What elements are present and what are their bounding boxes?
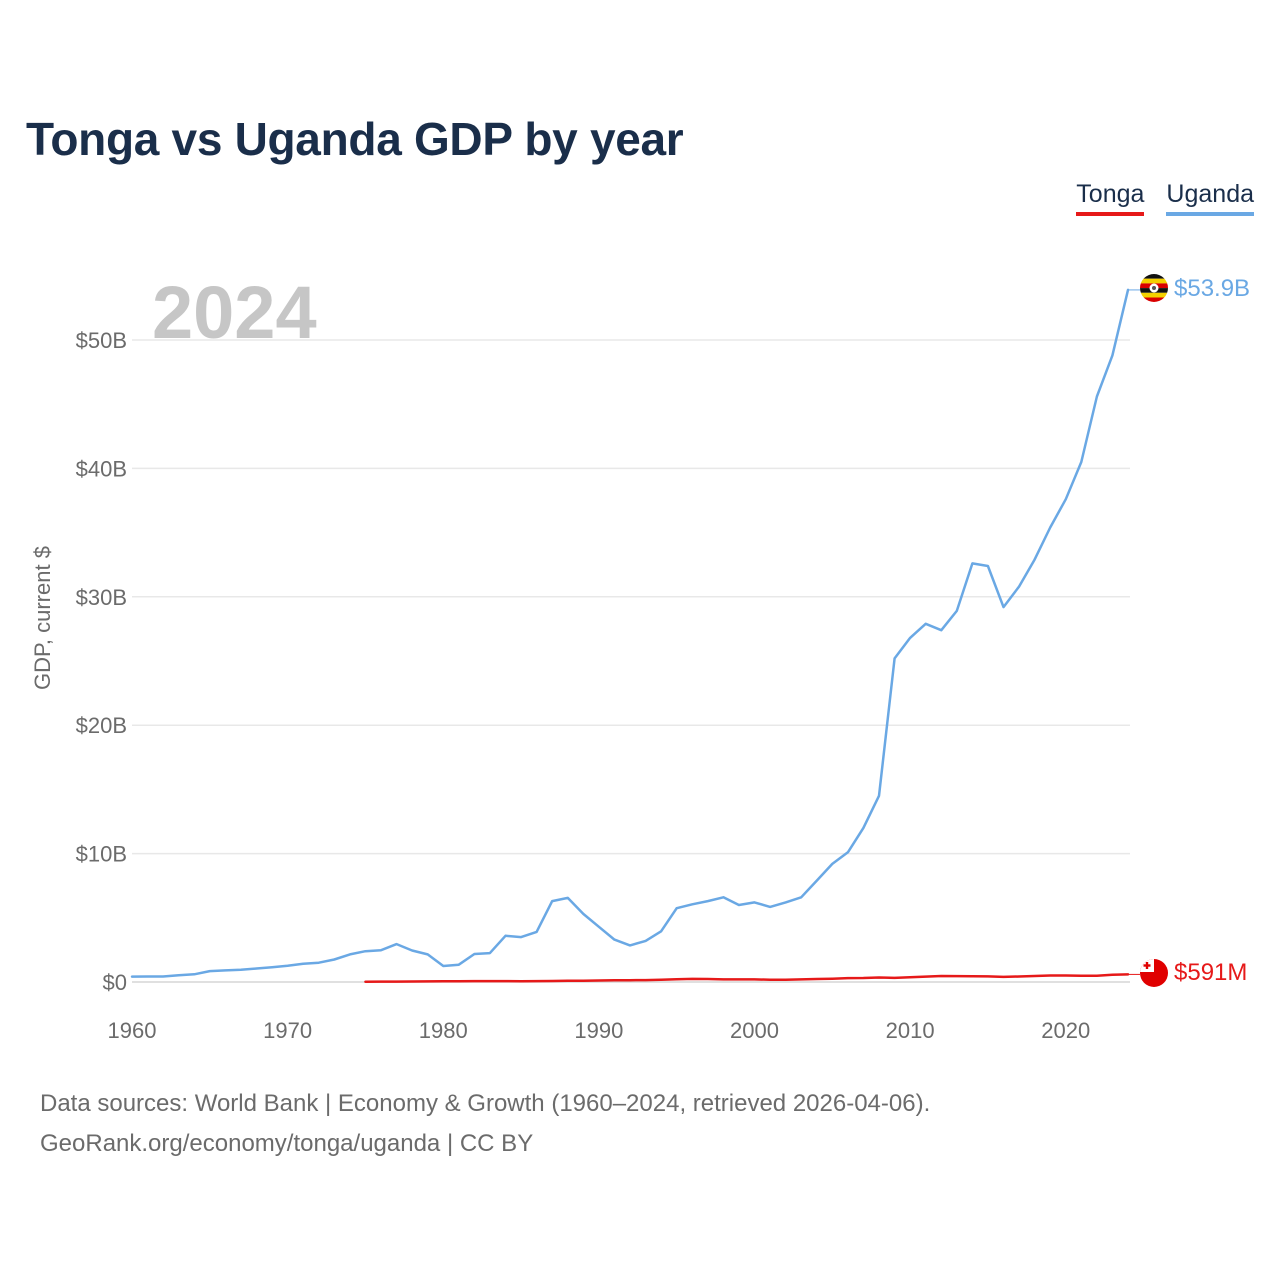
x-tick-label: 2010 (886, 1018, 935, 1043)
grid-lines (132, 339, 1130, 983)
gdp-line-chart: 2024 $0 $10B $20B $30B $40B $50B 1960 1970 1980… (30, 271, 1250, 1043)
year-watermark: 2024 (152, 271, 317, 354)
x-tick-label: 2000 (730, 1018, 779, 1043)
legend-item-tonga[interactable]: Tonga (1076, 180, 1145, 216)
y-tick-label: $0 (103, 970, 127, 995)
y-axis-label: GDP, current $ (30, 546, 55, 690)
x-tick-label: 1980 (419, 1018, 468, 1043)
y-tick-label: $10B (76, 842, 127, 867)
chart-title: Tonga vs Uganda GDP by year (26, 113, 684, 165)
tonga-end-value-label: $591M (1174, 959, 1247, 986)
legend-item-uganda[interactable]: Uganda (1166, 180, 1254, 216)
y-tick-label: $20B (76, 713, 127, 738)
y-tick-label: $40B (76, 456, 127, 481)
y-tick-label: $30B (76, 585, 127, 610)
y-tick-label: $50B (76, 328, 127, 353)
tonga-flag-icon (1140, 959, 1168, 987)
x-tick-label: 2020 (1041, 1018, 1090, 1043)
series-line-uganda[interactable] (130, 288, 1130, 978)
legend: Tonga Uganda (1076, 180, 1254, 216)
uganda-flag-icon (1140, 274, 1168, 302)
series-lines (130, 288, 1140, 983)
x-tick-label: 1990 (574, 1018, 623, 1043)
source-note: Data sources: World Bank | Economy & Gro… (40, 1084, 930, 1164)
source-line-1: Data sources: World Bank | Economy & Gro… (40, 1090, 931, 1117)
series-line-tonga[interactable] (364, 973, 1130, 983)
x-axis-ticks: 1960 1970 1980 1990 2000 2010 2020 (108, 1018, 1091, 1043)
source-line-2[interactable]: GeoRank.org/economy/tonga/uganda | CC BY (40, 1130, 534, 1157)
y-axis-ticks: $0 $10B $20B $30B $40B $50B (76, 328, 127, 995)
x-tick-label: 1960 (108, 1018, 157, 1043)
uganda-end-value-label: $53.9B (1174, 275, 1250, 302)
x-tick-label: 1970 (263, 1018, 312, 1043)
